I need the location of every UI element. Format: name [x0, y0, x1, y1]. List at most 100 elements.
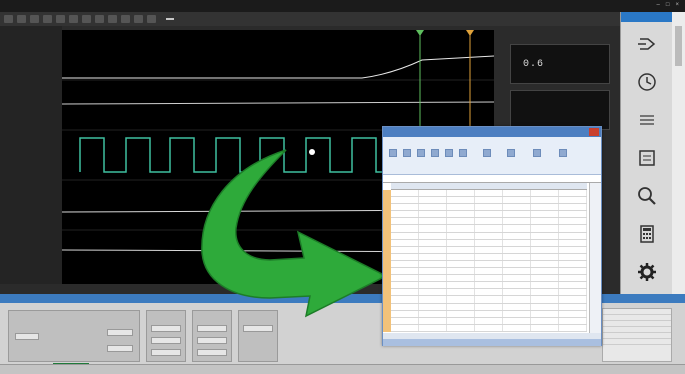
- spreadsheet-scrollbar[interactable]: [589, 183, 601, 333]
- table-cell[interactable]: [503, 317, 531, 324]
- table-cell[interactable]: [531, 197, 559, 204]
- table-cell[interactable]: [559, 303, 587, 310]
- table-cell[interactable]: [475, 211, 503, 218]
- table-cell[interactable]: [475, 253, 503, 260]
- table-cell[interactable]: [475, 204, 503, 211]
- table-cell[interactable]: [531, 211, 559, 218]
- table-cell[interactable]: [447, 253, 475, 260]
- table-cell[interactable]: [531, 310, 559, 317]
- bold-icon[interactable]: [417, 149, 425, 157]
- table-cell[interactable]: [475, 260, 503, 268]
- panel-3-button-2[interactable]: [197, 337, 227, 344]
- table-cell[interactable]: [559, 253, 587, 260]
- sort-icon[interactable]: [559, 149, 567, 157]
- table-cell[interactable]: [391, 218, 419, 225]
- toolbar-button-8[interactable]: [95, 15, 104, 23]
- sidebar-item-export[interactable]: [625, 140, 669, 178]
- table-cell[interactable]: [531, 296, 559, 303]
- minimize-button[interactable]: –: [656, 2, 660, 8]
- scrollbar-thumb[interactable]: [675, 26, 682, 66]
- table-cell[interactable]: [447, 218, 475, 225]
- sidebar-item-calculator[interactable]: [625, 216, 669, 254]
- stop-button[interactable]: [107, 345, 133, 352]
- table-cell[interactable]: [419, 268, 447, 275]
- toolbar-button-7[interactable]: [82, 15, 91, 23]
- table-cell[interactable]: [559, 275, 587, 282]
- table-cell[interactable]: [475, 296, 503, 303]
- table-cell[interactable]: [531, 190, 559, 197]
- table-cell[interactable]: [447, 239, 475, 246]
- table-cell[interactable]: [503, 239, 531, 246]
- panel-4-button-1[interactable]: [243, 325, 273, 332]
- table-cell[interactable]: [503, 275, 531, 282]
- table-cell[interactable]: [391, 225, 419, 232]
- table-cell[interactable]: [419, 275, 447, 282]
- table-cell[interactable]: [503, 282, 531, 289]
- table-cell[interactable]: [531, 260, 559, 268]
- table-cell[interactable]: [419, 303, 447, 310]
- panel-3-button-1[interactable]: [197, 325, 227, 332]
- table-cell[interactable]: [503, 303, 531, 310]
- table-cell[interactable]: [531, 218, 559, 225]
- table-cell[interactable]: [391, 253, 419, 260]
- table-cell[interactable]: [447, 232, 475, 239]
- table-cell[interactable]: [391, 197, 419, 204]
- table-cell[interactable]: [475, 310, 503, 317]
- table-cell[interactable]: [559, 324, 587, 331]
- table-cell[interactable]: [559, 211, 587, 218]
- table-cell[interactable]: [419, 260, 447, 268]
- table-cell[interactable]: [419, 218, 447, 225]
- table-cell[interactable]: [419, 296, 447, 303]
- table-cell[interactable]: [503, 260, 531, 268]
- table-cell[interactable]: [391, 239, 419, 246]
- insert-icon[interactable]: [533, 149, 541, 157]
- table-cell[interactable]: [419, 289, 447, 296]
- table-cell[interactable]: [475, 282, 503, 289]
- table-cell[interactable]: [419, 239, 447, 246]
- toolbar-button-6[interactable]: [69, 15, 78, 23]
- table-cell[interactable]: [503, 197, 531, 204]
- table-cell[interactable]: [559, 289, 587, 296]
- table-cell[interactable]: [531, 289, 559, 296]
- number-format-icon[interactable]: [483, 149, 491, 157]
- table-cell[interactable]: [503, 253, 531, 260]
- sidebar-item-clock[interactable]: [625, 64, 669, 102]
- table-cell[interactable]: [559, 225, 587, 232]
- italic-icon[interactable]: [431, 149, 439, 157]
- record-mode-button[interactable]: [15, 333, 39, 340]
- sidebar-item-analyze[interactable]: [625, 26, 669, 64]
- table-cell[interactable]: [475, 303, 503, 310]
- panel-2-button-2[interactable]: [151, 337, 181, 344]
- toolbar-button-12[interactable]: [147, 15, 156, 23]
- table-cell[interactable]: [391, 190, 419, 197]
- sidebar-item-list[interactable]: [625, 102, 669, 140]
- toolbar-button-11[interactable]: [134, 15, 143, 23]
- table-cell[interactable]: [559, 296, 587, 303]
- sheet-tabs[interactable]: [383, 333, 601, 339]
- table-cell[interactable]: [447, 211, 475, 218]
- toolbar-button-3[interactable]: [30, 15, 39, 23]
- maximize-button[interactable]: □: [665, 2, 670, 8]
- table-cell[interactable]: [475, 190, 503, 197]
- table-cell[interactable]: [531, 225, 559, 232]
- table-cell[interactable]: [531, 232, 559, 239]
- table-cell[interactable]: [447, 317, 475, 324]
- table-cell[interactable]: [391, 211, 419, 218]
- table-cell[interactable]: [447, 268, 475, 275]
- toolbar-button-2[interactable]: [17, 15, 26, 23]
- table-cell[interactable]: [475, 225, 503, 232]
- table-cell[interactable]: [419, 204, 447, 211]
- table-cell[interactable]: [391, 282, 419, 289]
- table-cell[interactable]: [531, 317, 559, 324]
- toolbar-button-10[interactable]: [121, 15, 130, 23]
- table-cell[interactable]: [447, 275, 475, 282]
- table-cell[interactable]: [559, 197, 587, 204]
- table-cell[interactable]: [447, 204, 475, 211]
- panel-2-button-1[interactable]: [151, 325, 181, 332]
- table-cell[interactable]: [391, 296, 419, 303]
- table-cell[interactable]: [475, 239, 503, 246]
- table-cell[interactable]: [475, 268, 503, 275]
- toolbar-button-4[interactable]: [43, 15, 52, 23]
- paste-icon[interactable]: [389, 149, 397, 157]
- table-cell[interactable]: [391, 310, 419, 317]
